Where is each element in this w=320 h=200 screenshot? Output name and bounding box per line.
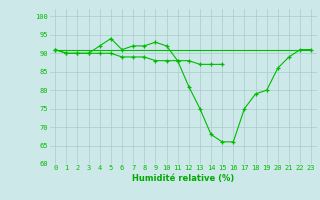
X-axis label: Humidité relative (%): Humidité relative (%): [132, 174, 234, 183]
